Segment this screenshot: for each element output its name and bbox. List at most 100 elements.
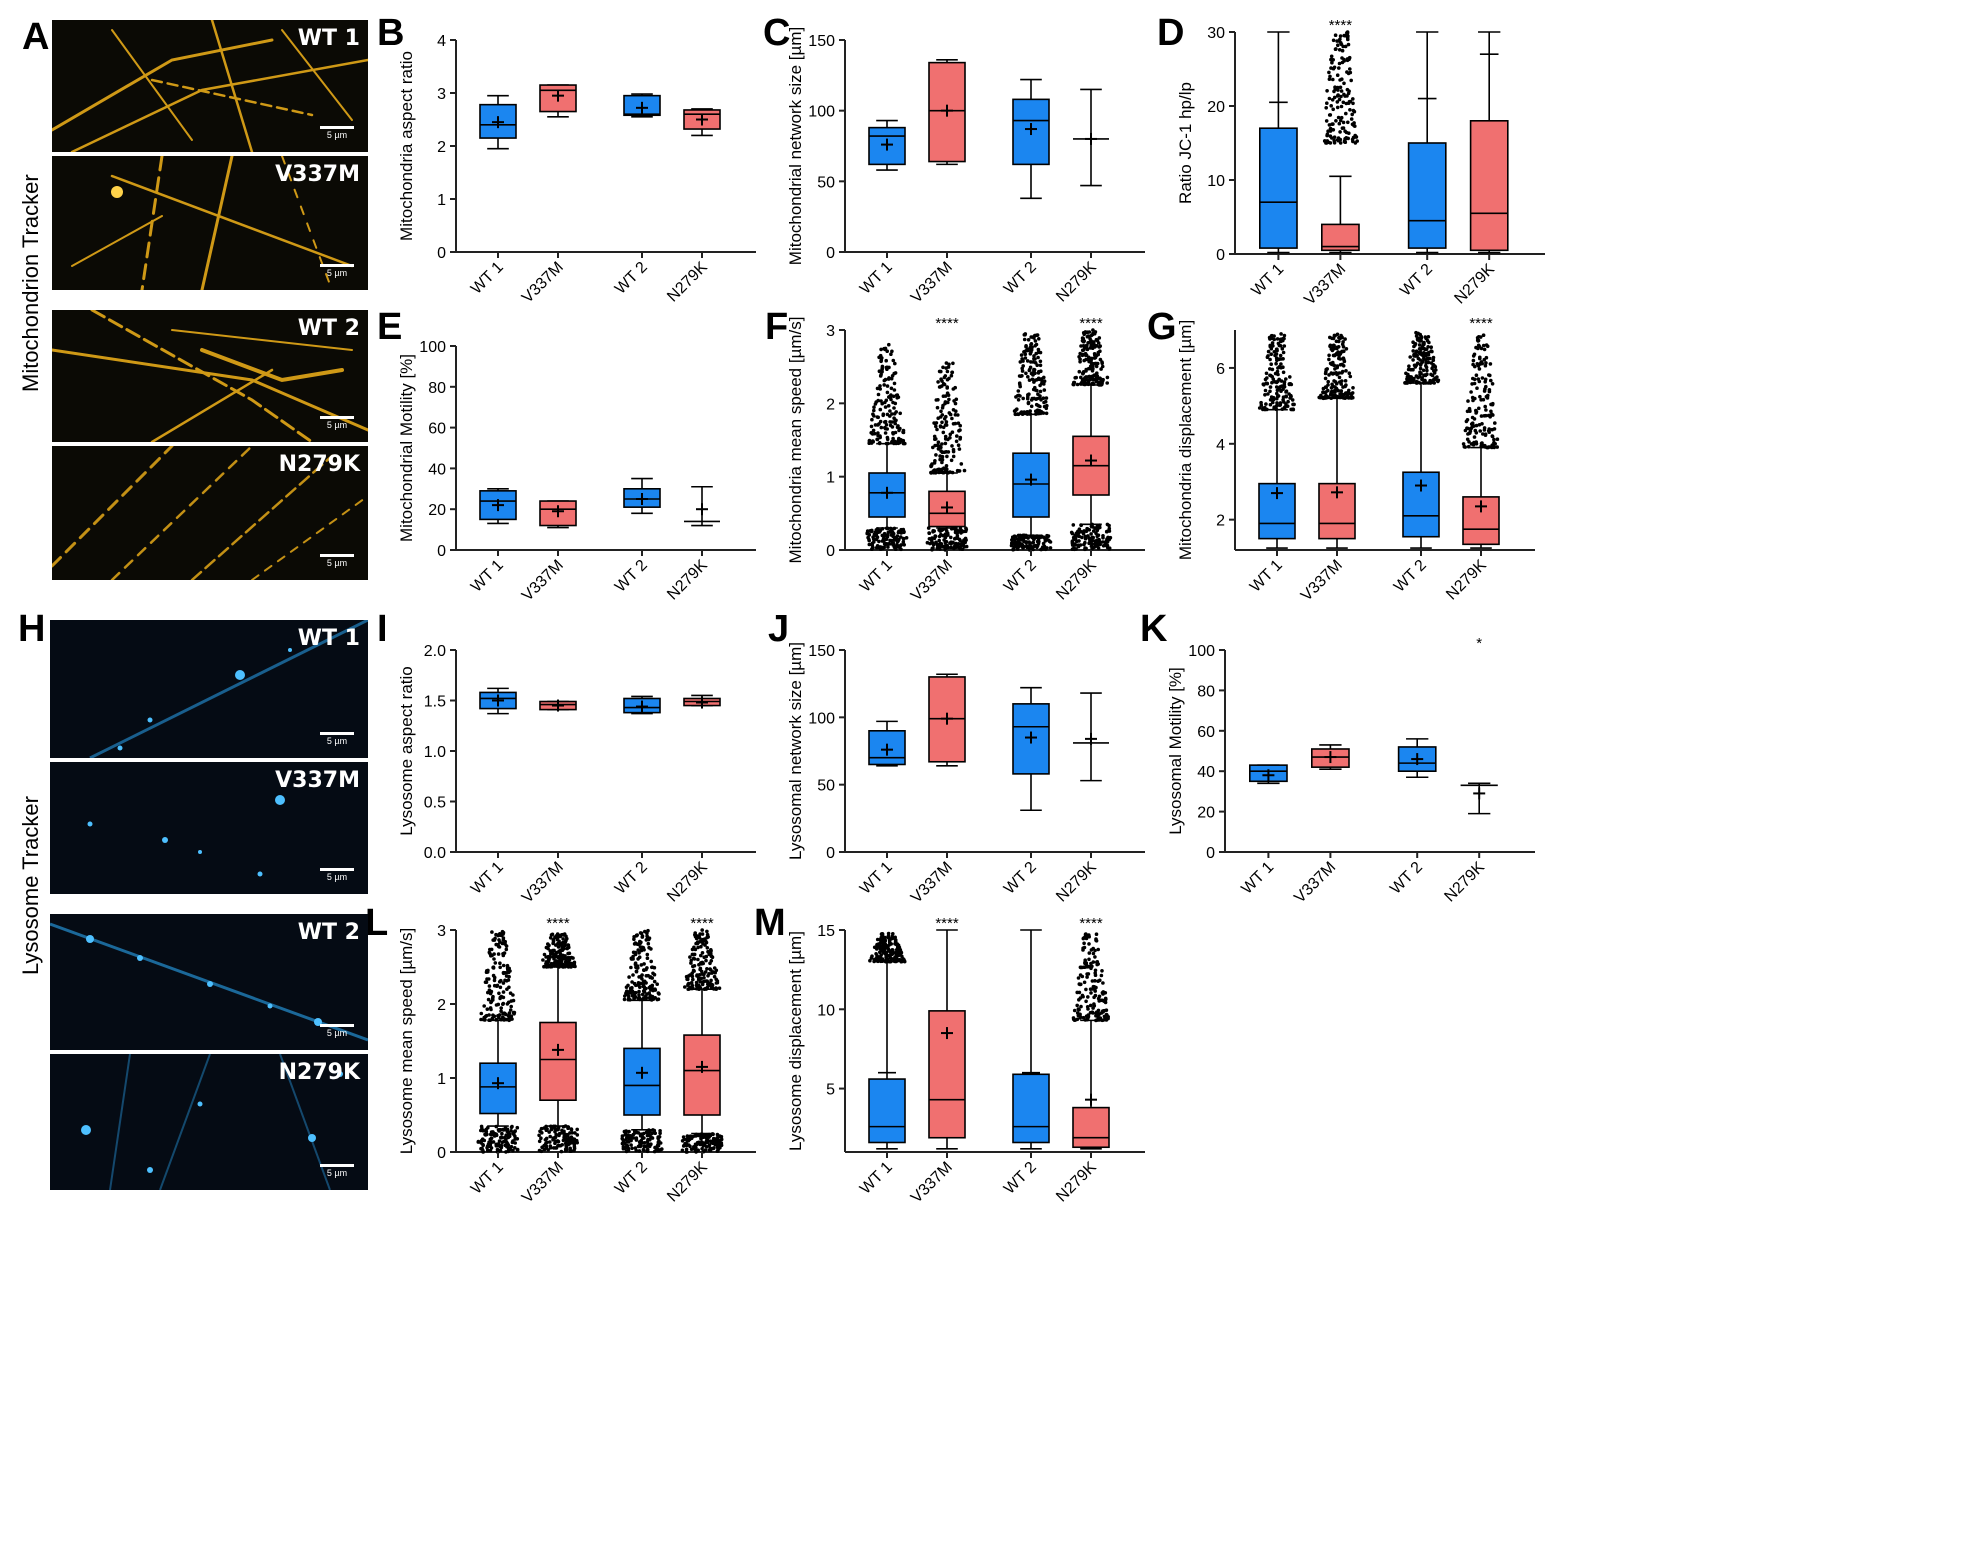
- outlier-point: [498, 996, 502, 1001]
- outlier-point: [636, 983, 641, 987]
- outlier-point: [1095, 541, 1100, 545]
- outlier-point: [1101, 992, 1105, 996]
- outlier-point: [941, 382, 946, 386]
- outlier-point: [1012, 538, 1017, 542]
- category-label: WT 1: [857, 859, 896, 898]
- outlier-point: [878, 950, 882, 954]
- outlier-point: [1480, 361, 1484, 366]
- outlier-cloud: [479, 929, 517, 1023]
- outlier-point: [504, 947, 509, 952]
- outlier-point: [712, 974, 717, 979]
- outlier-point: [1414, 374, 1419, 378]
- category-label: N279K: [1053, 259, 1100, 306]
- outlier-point: [951, 361, 955, 366]
- outlier-cloud-low: [1069, 522, 1113, 552]
- outlier-point: [505, 1002, 510, 1006]
- outlier-point: [938, 454, 942, 458]
- outlier-point: [1091, 328, 1095, 332]
- outlier-point: [500, 1140, 505, 1145]
- outlier-point: [872, 414, 876, 418]
- outlier-point: [1036, 392, 1040, 396]
- y-tick-label: 40: [428, 461, 446, 478]
- outlier-point: [1046, 534, 1051, 538]
- outlier-point: [1080, 348, 1085, 353]
- outlier-point: [1265, 376, 1269, 380]
- y-tick-label: 60: [428, 421, 446, 438]
- outlier-point: [893, 401, 898, 406]
- outlier-point: [693, 1142, 698, 1147]
- outlier-point: [623, 994, 627, 998]
- outlier-point: [1028, 409, 1032, 413]
- outlier-point: [1033, 344, 1037, 348]
- y-tick-label: 3: [437, 923, 446, 940]
- outlier-point: [879, 347, 883, 352]
- outlier-point: [1414, 334, 1419, 338]
- outlier-point: [1028, 542, 1032, 546]
- outlier-point: [1287, 382, 1292, 386]
- outlier-point: [1010, 541, 1014, 545]
- outlier-point: [1024, 541, 1028, 545]
- outlier-point: [1087, 942, 1091, 946]
- outlier-point: [1081, 331, 1086, 335]
- outlier-point: [1095, 960, 1100, 964]
- category-label: WT 2: [612, 859, 651, 898]
- outlier-point: [649, 1135, 653, 1139]
- outlier-point: [1090, 538, 1095, 543]
- outlier-point: [943, 434, 948, 439]
- outlier-point: [1471, 362, 1475, 367]
- outlier-point: [479, 1124, 484, 1129]
- outlier-point: [682, 1143, 686, 1148]
- outlier-point: [1343, 129, 1347, 133]
- mito-filaments-1: [52, 20, 368, 152]
- outlier-point: [1098, 377, 1103, 381]
- outlier-point: [1488, 362, 1493, 366]
- outlier-point: [496, 942, 500, 947]
- micrograph-mito-v337m: V337M 5 µm: [52, 156, 368, 290]
- outlier-point: [489, 1000, 493, 1005]
- y-tick-label: 2: [437, 997, 446, 1014]
- outlier-point: [881, 412, 886, 416]
- micrograph-label: N279K: [278, 452, 360, 477]
- significance-label: ****: [1079, 315, 1103, 332]
- outlier-point: [890, 412, 894, 416]
- outlier-point: [885, 349, 889, 353]
- outlier-point: [635, 1130, 639, 1135]
- outlier-cloud-low: [1009, 533, 1053, 552]
- micrograph-label: WT 1: [297, 626, 360, 651]
- outlier-point: [1340, 362, 1344, 367]
- outlier-point: [1411, 349, 1415, 353]
- outlier-point: [1029, 404, 1034, 409]
- outlier-point: [870, 417, 874, 422]
- outlier-point: [956, 443, 961, 447]
- outlier-point: [1410, 367, 1414, 372]
- outlier-point: [1492, 440, 1496, 445]
- outlier-point: [1472, 435, 1477, 439]
- y-tick-label: 20: [428, 502, 446, 519]
- outlier-point: [1482, 389, 1487, 393]
- outlier-point: [1093, 986, 1097, 991]
- outlier-point: [1093, 993, 1098, 998]
- outlier-point: [1477, 367, 1482, 371]
- outlier-point: [656, 1143, 660, 1147]
- outlier-point: [1412, 344, 1416, 349]
- outlier-point: [565, 1148, 569, 1152]
- outlier-point: [1263, 388, 1268, 393]
- outlier-point: [562, 946, 566, 951]
- outlier-point: [1351, 386, 1355, 390]
- outlier-point: [702, 955, 706, 959]
- outlier-point: [1024, 344, 1028, 348]
- outlier-point: [1341, 100, 1346, 105]
- outlier-point: [560, 1128, 564, 1133]
- outlier-point: [689, 961, 693, 965]
- outlier-point: [901, 439, 905, 443]
- outlier-point: [1269, 336, 1274, 340]
- outlier-point: [1072, 1018, 1077, 1022]
- outlier-point: [1478, 429, 1482, 433]
- chart-g: 2 4 6 Mitochondria displacement [µm] WT 1 V33…: [1176, 315, 1535, 605]
- outlier-point: [547, 955, 552, 960]
- outlier-point: [1269, 352, 1273, 356]
- outlier-point: [1027, 378, 1032, 382]
- outlier-point: [1331, 344, 1336, 349]
- outlier-point: [637, 993, 641, 997]
